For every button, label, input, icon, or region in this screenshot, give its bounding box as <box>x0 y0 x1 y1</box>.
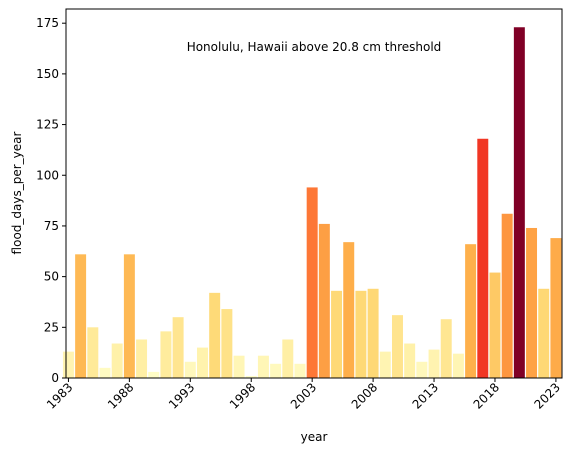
bar-1986 <box>99 367 111 378</box>
bar-2003 <box>306 187 318 378</box>
bar-1995 <box>209 292 221 378</box>
bar-2007 <box>355 290 367 378</box>
bar-2018 <box>489 272 501 378</box>
x-tick-label: 2018 <box>471 380 502 411</box>
bar-2017 <box>477 138 489 378</box>
y-tick-label: 175 <box>36 16 59 30</box>
bar-1984 <box>75 254 87 378</box>
bar-2002 <box>294 363 306 378</box>
bar-1983 <box>62 351 74 378</box>
bar-2006 <box>343 242 355 378</box>
bar-2012 <box>416 361 428 378</box>
bar-1991 <box>160 331 172 378</box>
y-tick-label: 50 <box>44 270 59 284</box>
bar-1988 <box>123 254 135 378</box>
bar-1999 <box>257 355 269 378</box>
bar-1992 <box>172 317 184 378</box>
bar-2023 <box>550 238 562 378</box>
y-tick-label: 75 <box>44 219 59 233</box>
bar-2010 <box>392 315 403 378</box>
y-tick-label: 25 <box>44 320 59 334</box>
bar-1993 <box>184 361 196 378</box>
bar-1987 <box>111 343 123 378</box>
y-axis-label: flood_days_per_year <box>10 131 24 254</box>
bar-1990 <box>148 371 160 378</box>
chart-title: Honolulu, Hawaii above 20.8 cm threshold <box>187 40 442 54</box>
y-tick-label: 0 <box>51 371 59 385</box>
bar-2000 <box>270 363 282 378</box>
plot-frame <box>65 8 563 379</box>
bar-2004 <box>318 223 330 378</box>
x-tick-label: 1993 <box>166 380 197 411</box>
bar-2013 <box>428 349 440 378</box>
bar-1997 <box>233 355 245 378</box>
x-tick-label: 2003 <box>288 380 319 411</box>
bar-2009 <box>379 351 391 378</box>
bar-2020 <box>513 27 525 378</box>
bar-1985 <box>87 327 99 378</box>
x-tick-label: 2023 <box>532 380 563 411</box>
y-tick-label: 100 <box>36 168 59 182</box>
bar-2021 <box>526 227 538 378</box>
bar-2015 <box>452 353 464 378</box>
bar-2019 <box>501 213 513 378</box>
y-tick-label: 125 <box>36 118 59 132</box>
bar-1998 <box>245 375 257 378</box>
x-tick-label: 2008 <box>349 380 380 411</box>
bar-1989 <box>136 339 148 378</box>
y-tick-label: 150 <box>36 67 59 81</box>
x-axis-label: year <box>301 430 328 444</box>
x-tick-label: 1998 <box>227 380 258 411</box>
bar-2005 <box>331 290 343 378</box>
bar-2001 <box>282 339 294 378</box>
x-tick-label: 1988 <box>105 380 136 411</box>
bar-2014 <box>440 319 452 378</box>
x-tick-label: 1983 <box>44 380 75 411</box>
bar-1996 <box>221 309 233 378</box>
x-tick-label: 2013 <box>410 380 441 411</box>
bar-2008 <box>367 288 379 378</box>
bar-1994 <box>197 347 208 378</box>
y-axis: 0 25 50 75 100 125 150 175 <box>36 16 66 385</box>
bars-group <box>62 27 562 378</box>
bar-2011 <box>404 343 416 378</box>
bar-2022 <box>538 288 550 378</box>
bar-2016 <box>465 244 477 378</box>
x-axis: 1983 1988 1993 1998 2003 2008 2013 2018 2023 <box>44 378 563 412</box>
